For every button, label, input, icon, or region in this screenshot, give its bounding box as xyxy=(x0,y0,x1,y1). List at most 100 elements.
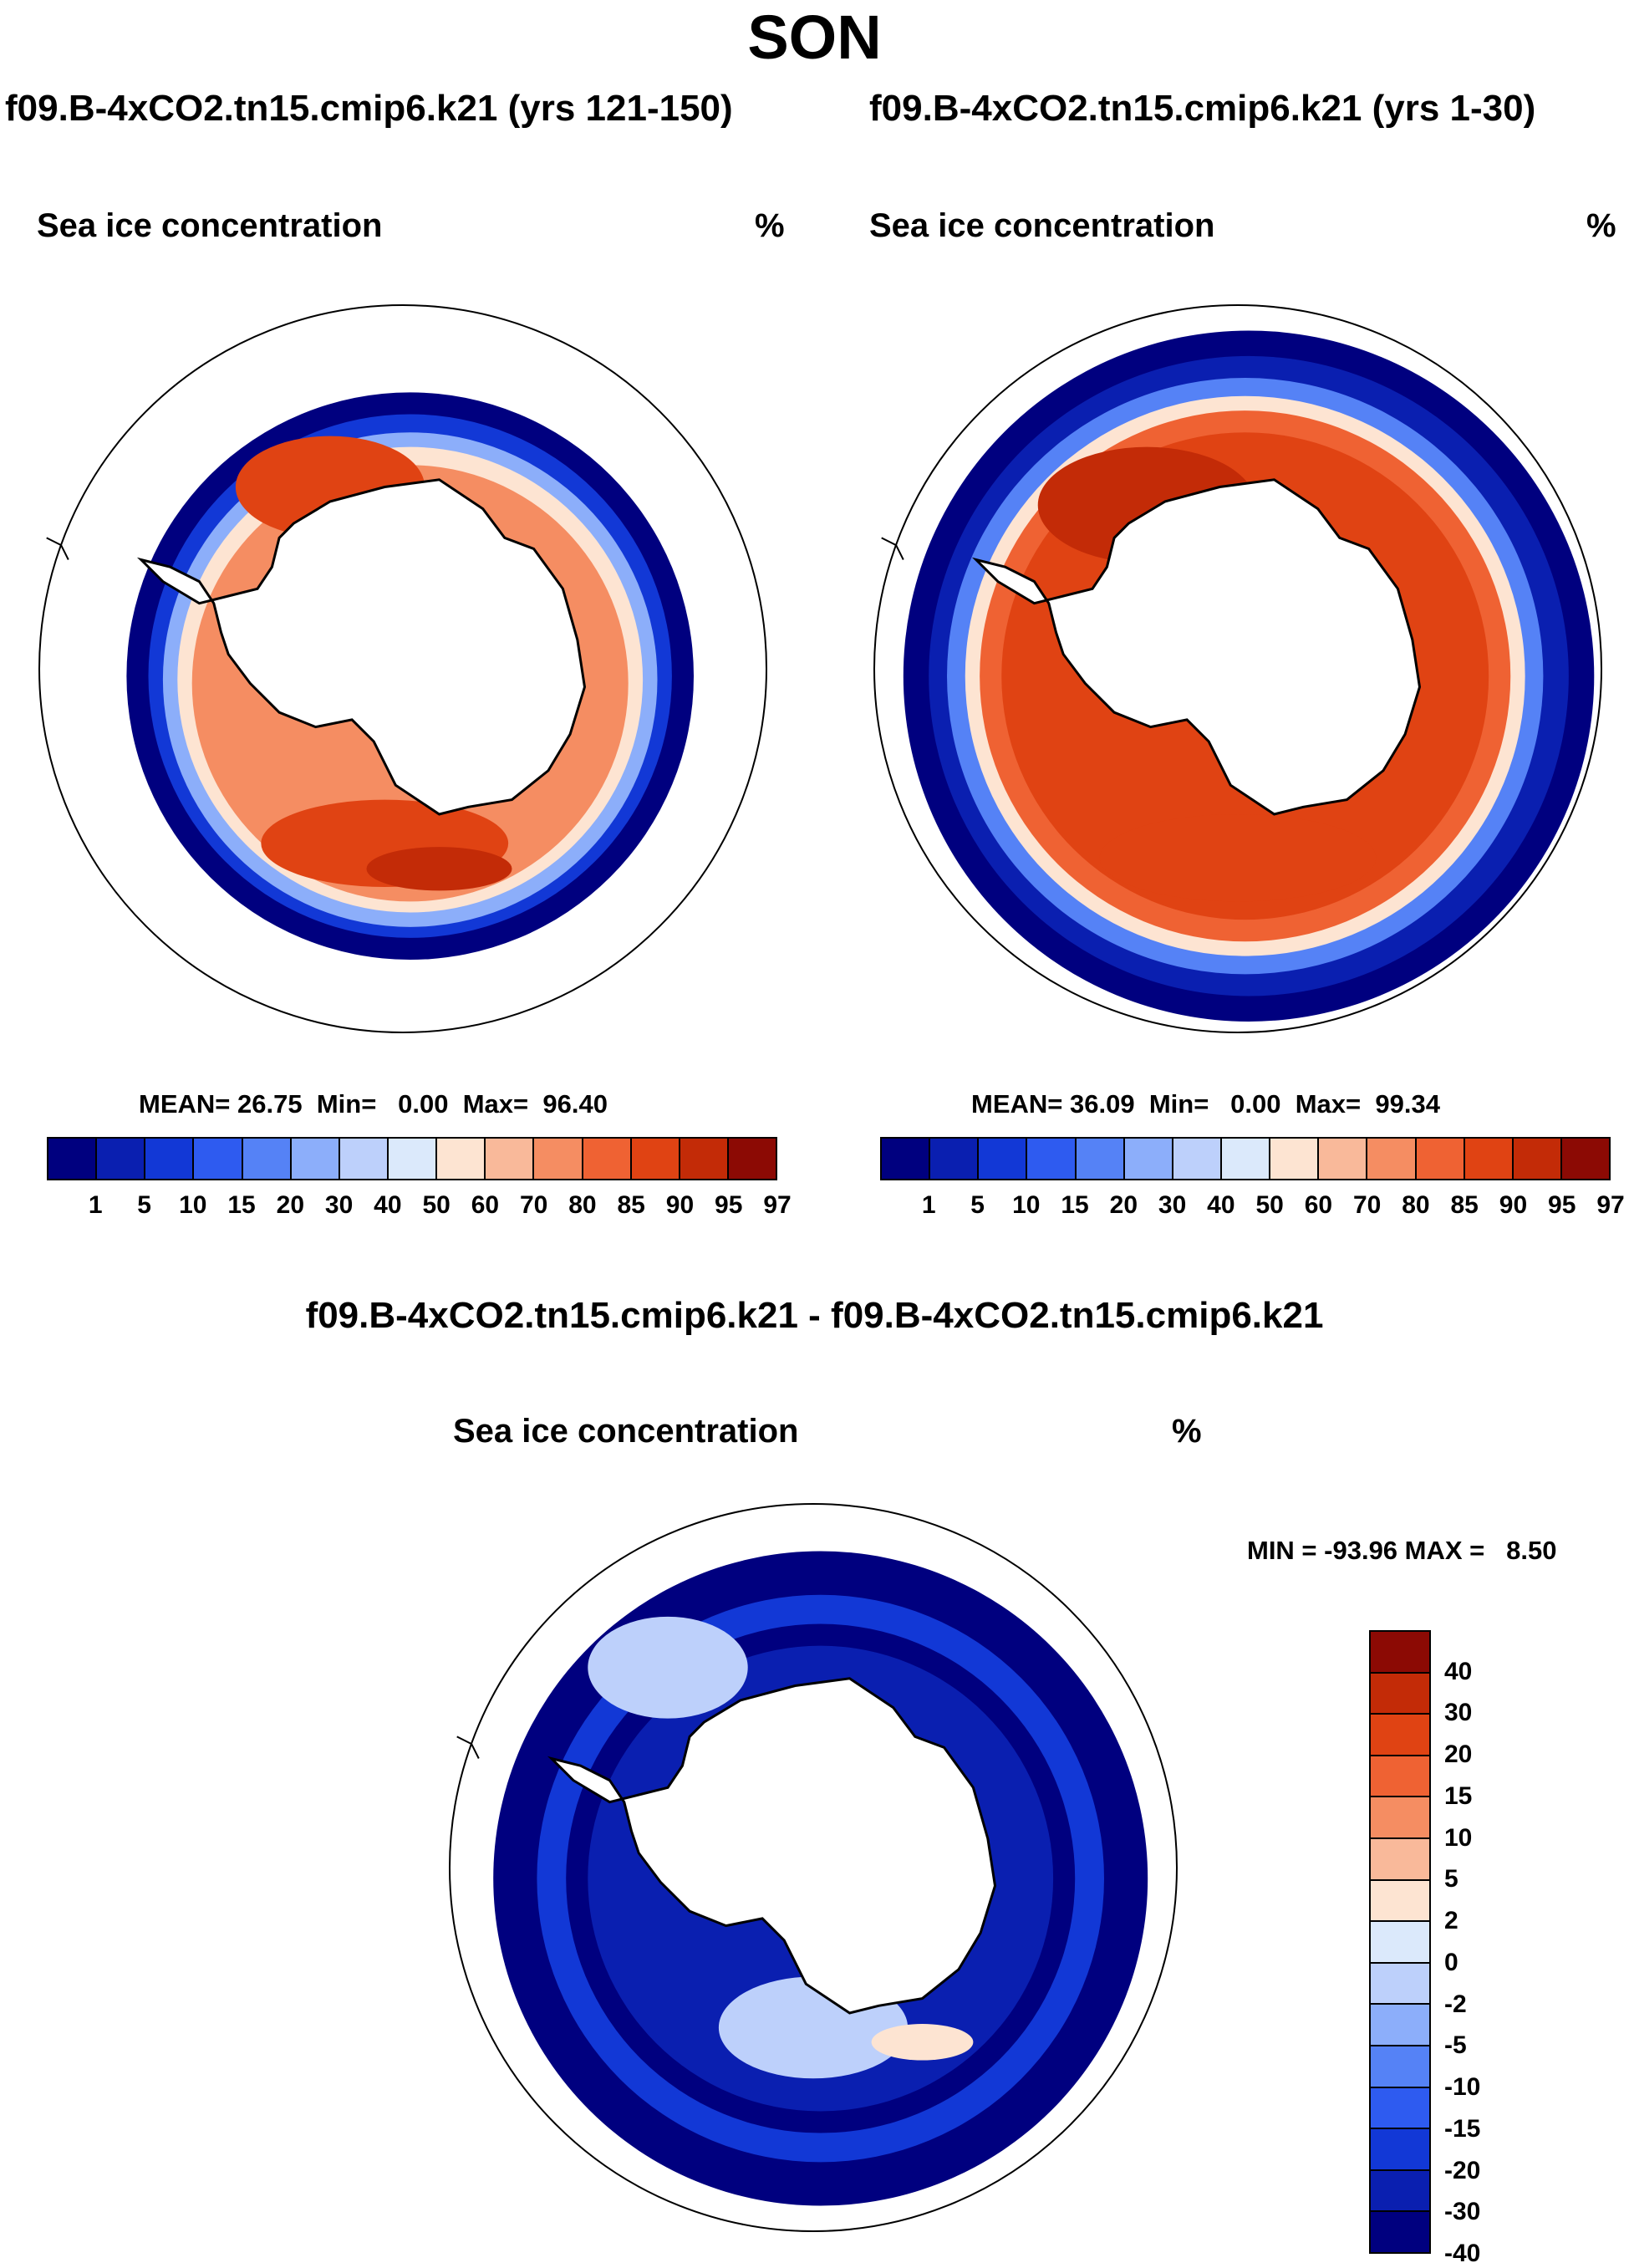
colorbar-tick-label: 15 xyxy=(1061,1191,1089,1219)
colorbar-swatch xyxy=(631,1139,680,1179)
colorbar-swatch xyxy=(1371,2087,1429,2130)
panel1-stats: MEAN= 26.75 Min= 0.00 Max= 96.40 xyxy=(139,1088,608,1120)
colorbar-swatch xyxy=(1513,1139,1562,1179)
south-america-coastline xyxy=(456,1735,480,1759)
colorbar-tick-label: 10 xyxy=(1444,1823,1473,1852)
panel2-units-label: % xyxy=(1586,207,1616,244)
difference-minmax: MIN = -93.96 MAX = 8.50 xyxy=(1247,1536,1557,1565)
colorbar-swatch xyxy=(1416,1139,1465,1179)
colorbar-swatch xyxy=(145,1139,195,1179)
colorbar-swatch xyxy=(1371,1673,1429,1715)
colorbar-tick-label: 15 xyxy=(227,1191,256,1219)
antarctica-coastline xyxy=(136,478,587,816)
colorbar-tick-label: -5 xyxy=(1444,2031,1467,2060)
colorbar-swatch xyxy=(1319,1139,1368,1179)
colorbar-swatch xyxy=(1371,2046,1429,2088)
colorbar-tick-label: -2 xyxy=(1444,1990,1467,2018)
colorbar-swatch xyxy=(1221,1139,1271,1179)
colorbar-tick-label: 40 xyxy=(1444,1657,1473,1685)
colorbar-swatch xyxy=(1371,2005,1429,2046)
colorbar-tick-label: 85 xyxy=(617,1191,645,1219)
colorbar-swatch xyxy=(583,1139,632,1179)
panel2-variable-label: Sea ice concentration xyxy=(869,207,1215,244)
colorbar-swatch xyxy=(1561,1139,1610,1179)
colorbar-swatch xyxy=(979,1139,1028,1179)
panel1-min-label: Min= xyxy=(316,1089,377,1119)
colorbar-tick-label: 85 xyxy=(1450,1191,1479,1219)
colorbar-swatch xyxy=(1371,1963,1429,2006)
colorbar-swatch xyxy=(1367,1139,1417,1179)
colorbar-tick-label: 95 xyxy=(1548,1191,1576,1219)
sea-ice-core xyxy=(871,2024,974,2061)
colorbar-tick-label: 20 xyxy=(276,1191,305,1219)
colorbar-swatch xyxy=(242,1139,292,1179)
colorbar-swatch xyxy=(388,1139,438,1179)
colorbar-tick-label: 1 xyxy=(921,1191,936,1219)
colorbar-tick-label: 10 xyxy=(179,1191,207,1219)
colorbar-swatch xyxy=(680,1139,729,1179)
colorbar-swatch xyxy=(1464,1139,1514,1179)
south-america-coastline xyxy=(881,537,904,560)
colorbar-swatch xyxy=(437,1139,486,1179)
colorbar-tick-label: 20 xyxy=(1444,1740,1473,1769)
difference-units-label: % xyxy=(1172,1413,1202,1450)
colorbar-tick-label: 40 xyxy=(374,1191,402,1219)
difference-colorbar xyxy=(1369,1630,1431,2254)
panel1-max-value: 96.40 xyxy=(542,1089,608,1119)
panel1-run-title: f09.B-4xCO2.tn15.cmip6.k21 (yrs 121-150) xyxy=(5,88,733,129)
panel2-run-title: f09.B-4xCO2.tn15.cmip6.k21 (yrs 1-30) xyxy=(869,88,1536,129)
colorbar-swatch xyxy=(534,1139,583,1179)
colorbar-swatch xyxy=(728,1139,776,1179)
colorbar-tick-label: -40 xyxy=(1444,2240,1481,2267)
colorbar-tick-label: 50 xyxy=(422,1191,451,1219)
difference-title: f09.B-4xCO2.tn15.cmip6.k21 - f09.B-4xCO2… xyxy=(305,1295,1324,1336)
colorbar-tick-label: 5 xyxy=(970,1191,985,1219)
south-america-coastline xyxy=(46,537,69,560)
colorbar-swatch xyxy=(882,1139,931,1179)
panel1-mean-value: 26.75 xyxy=(237,1089,303,1119)
colorbar-tick-label: 5 xyxy=(137,1191,151,1219)
panel2-max-label: Max= xyxy=(1295,1089,1362,1119)
colorbar-tick-label: 90 xyxy=(665,1191,695,1219)
panel2-stats: MEAN= 36.09 Min= 0.00 Max= 99.34 xyxy=(971,1088,1440,1120)
colorbar-tick-label: 50 xyxy=(1255,1191,1284,1219)
colorbar-swatch xyxy=(1270,1139,1320,1179)
panel1-mean-label: MEAN= xyxy=(139,1089,231,1119)
panel1-units-label: % xyxy=(755,207,785,244)
colorbar-swatch xyxy=(1371,1632,1429,1674)
panel2-min-label: Min= xyxy=(1148,1089,1209,1119)
colorbar-swatch xyxy=(1371,1880,1429,1923)
colorbar-swatch xyxy=(1371,2129,1429,2171)
colorbar-tick-label: 15 xyxy=(1444,1781,1473,1810)
panel2-max-value: 99.34 xyxy=(1375,1089,1440,1119)
colorbar-tick-label: 90 xyxy=(1499,1191,1528,1219)
colorbar-tick-label: 40 xyxy=(1207,1191,1235,1219)
colorbar-tick-label: 30 xyxy=(1444,1699,1473,1727)
difference-map xyxy=(449,1503,1178,2232)
colorbar-swatch xyxy=(339,1139,389,1179)
colorbar-swatch xyxy=(1371,2170,1429,2213)
colorbar-tick-label: 70 xyxy=(1352,1191,1382,1219)
panel2-map xyxy=(873,304,1602,1033)
panel1-colorbar-labels: 1 5 10 15 20 30 40 50 60 70 80 85 90 95 97 xyxy=(47,1190,792,1224)
colorbar-tick-label: 60 xyxy=(1304,1191,1333,1219)
colorbar-tick-label: -30 xyxy=(1444,2198,1481,2226)
colorbar-tick-label: 20 xyxy=(1109,1191,1138,1219)
colorbar-swatch xyxy=(1371,1838,1429,1881)
difference-variable-label: Sea ice concentration xyxy=(453,1413,799,1450)
colorbar-swatch xyxy=(486,1139,535,1179)
antarctica-coastline xyxy=(971,478,1422,816)
panel1-max-label: Max= xyxy=(462,1089,529,1119)
colorbar-tick-label: -20 xyxy=(1444,2156,1481,2184)
panel1-min-value: 0.00 xyxy=(398,1089,449,1119)
panel1-colorbar xyxy=(47,1137,777,1180)
colorbar-swatch xyxy=(291,1139,340,1179)
panel2-min-value: 0.00 xyxy=(1230,1089,1281,1119)
colorbar-swatch xyxy=(1124,1139,1173,1179)
sea-ice-core xyxy=(588,1616,748,1719)
panel1-map xyxy=(38,304,767,1033)
panel2-mean-label: MEAN= xyxy=(971,1089,1063,1119)
colorbar-tick-label: 97 xyxy=(763,1191,792,1219)
colorbar-tick-label: 60 xyxy=(471,1191,500,1219)
